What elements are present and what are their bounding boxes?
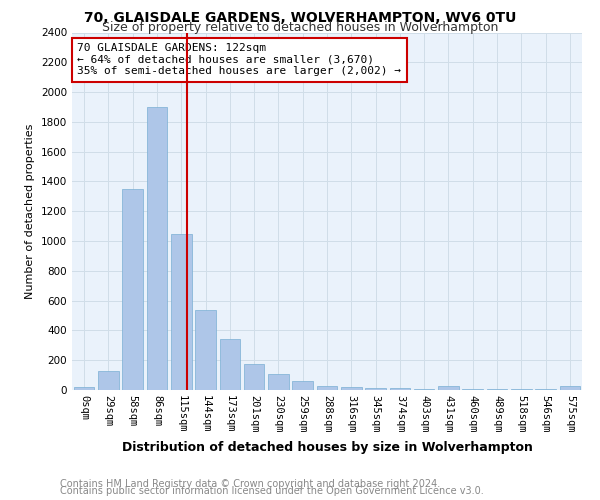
Text: Size of property relative to detached houses in Wolverhampton: Size of property relative to detached ho… xyxy=(102,21,498,34)
Bar xyxy=(317,386,337,390)
Text: Contains HM Land Registry data © Crown copyright and database right 2024.: Contains HM Land Registry data © Crown c… xyxy=(60,479,440,489)
Bar xyxy=(560,386,580,390)
Bar xyxy=(389,388,410,390)
Text: 70 GLAISDALE GARDENS: 122sqm
← 64% of detached houses are smaller (3,670)
35% of: 70 GLAISDALE GARDENS: 122sqm ← 64% of de… xyxy=(77,43,401,76)
Bar xyxy=(74,388,94,390)
Bar xyxy=(146,107,167,390)
Bar xyxy=(220,340,240,390)
Bar xyxy=(244,364,265,390)
Bar xyxy=(171,234,191,390)
Text: Contains public sector information licensed under the Open Government Licence v3: Contains public sector information licen… xyxy=(60,486,484,496)
Bar xyxy=(438,386,459,390)
Bar xyxy=(98,370,119,390)
Y-axis label: Number of detached properties: Number of detached properties xyxy=(25,124,35,299)
Bar xyxy=(122,189,143,390)
Text: 70, GLAISDALE GARDENS, WOLVERHAMPTON, WV6 0TU: 70, GLAISDALE GARDENS, WOLVERHAMPTON, WV… xyxy=(84,11,516,25)
Bar xyxy=(365,388,386,390)
Bar xyxy=(292,381,313,390)
Bar xyxy=(195,310,216,390)
Bar xyxy=(268,374,289,390)
X-axis label: Distribution of detached houses by size in Wolverhampton: Distribution of detached houses by size … xyxy=(122,440,532,454)
Bar xyxy=(341,386,362,390)
